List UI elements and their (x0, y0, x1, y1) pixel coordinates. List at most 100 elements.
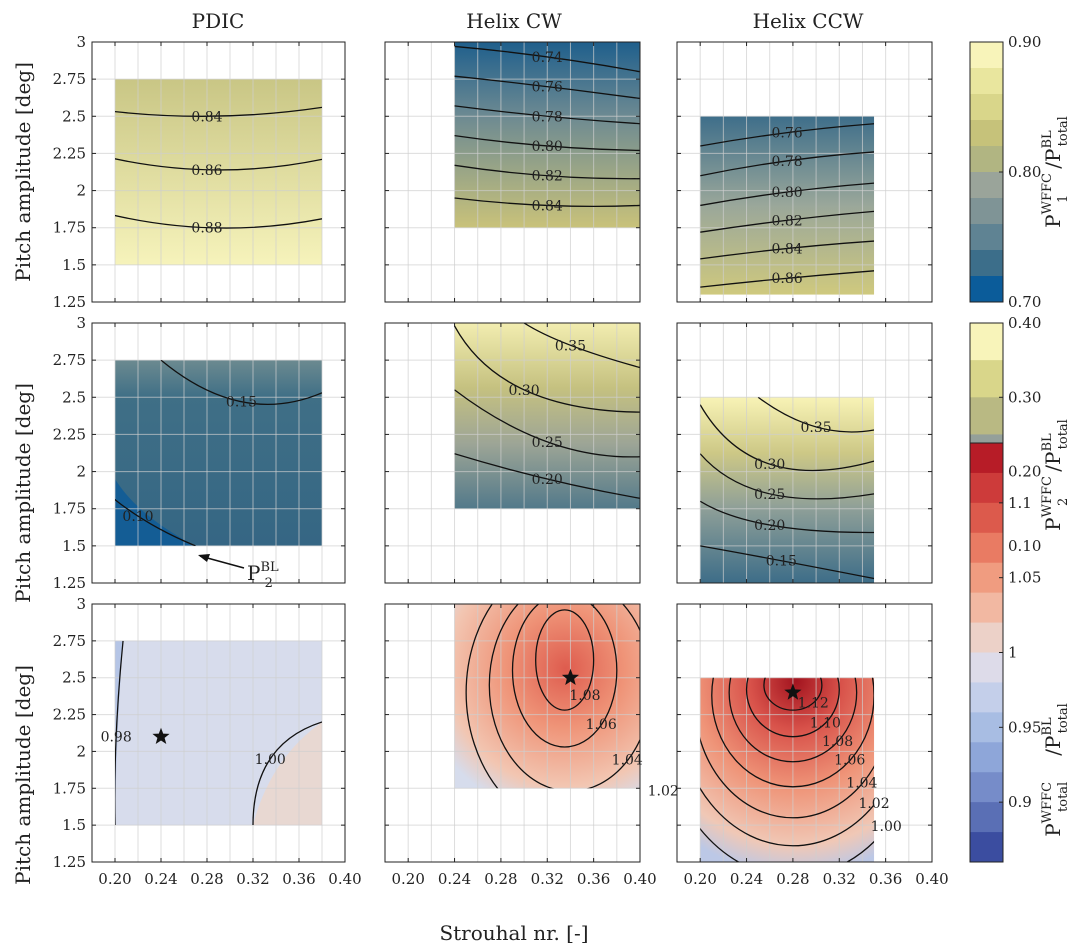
region-below-098 (115, 640, 124, 826)
colorbar-3: 1.1 1.05 1 0.95 0.9 (969, 442, 1041, 863)
contour-line (700, 151, 875, 177)
contours (115, 106, 322, 229)
contour-label: 0.78 (772, 154, 803, 170)
contours (700, 677, 875, 863)
y-tick-label: 3 (76, 314, 86, 332)
data-region (115, 79, 322, 265)
data-region (700, 116, 875, 295)
contour-line (115, 214, 322, 229)
contour-label: 1.08 (569, 688, 600, 704)
optimum-star (152, 727, 170, 744)
panel-p2-pdic: 0.15 0.10 3 2.75 2.5 2.25 2 1.75 1.5 1.25 (53, 314, 346, 592)
x-tick-label: 0.20 (683, 870, 716, 888)
svg-text:PWFFCtotal/PBLtotal: PWFFCtotal/PBLtotal (1040, 703, 1071, 837)
y-tick-label: 1.25 (53, 853, 86, 871)
axes-frame (676, 603, 933, 863)
contours (454, 323, 640, 499)
annotation-p2-bl: PBL 2 (198, 554, 279, 591)
x-tick-label: 0.32 (531, 870, 564, 888)
x-axis-label: Strouhal nr. [-] (439, 921, 588, 945)
data-region (115, 360, 322, 546)
panel-p2-helix-cw: 0.35 0.30 0.25 0.20 (384, 322, 641, 584)
colorbar-swatch (970, 622, 1003, 653)
colorbar-swatch (970, 562, 1003, 594)
colorbar-tick-label: 0.20 (1008, 463, 1041, 481)
colorbar-tick-label: 1 (1008, 644, 1018, 662)
y-tick-label: 2.5 (62, 107, 86, 125)
y-tick-label: 2.75 (53, 632, 86, 650)
contour-label: 0.74 (532, 50, 563, 66)
y-tick-label: 2.5 (62, 669, 86, 687)
y-tick-label: 3 (76, 595, 86, 613)
contour-line (115, 640, 124, 826)
contour-line (511, 604, 618, 748)
contour-line (700, 404, 875, 472)
colorbar-swatch (970, 397, 1003, 435)
contour-line (700, 787, 875, 847)
contour-line (454, 164, 640, 180)
y-tick-label: 1.75 (53, 500, 86, 518)
contour-line (454, 134, 640, 152)
x-tick-label: 0.40 (328, 870, 361, 888)
column-title-helix-ccw: Helix CCW (753, 9, 864, 33)
contour-label: 0.88 (191, 221, 222, 237)
colorbar-tick-label: 0.40 (1008, 314, 1041, 332)
contour-label: 1.02 (858, 796, 889, 812)
panel-p2-helix-ccw: 0.35 0.30 0.25 0.20 0.15 (676, 322, 933, 584)
contour-line (700, 500, 875, 534)
panel-ptotal-helix-cw: 1.08 1.06 1.04 1.02 0.20 0.24 0.28 0.32 0.36 0.40 (384, 603, 679, 888)
contours (115, 360, 322, 546)
data-region (700, 397, 875, 583)
colorbar-label-2: PWFFC2/PBLtotal (1040, 419, 1071, 531)
panel-p1-helix-cw: 0.74 0.76 0.78 0.80 0.82 0.84 (384, 41, 641, 303)
x-tick-label: 0.32 (236, 870, 269, 888)
y-tick-label: 2.75 (53, 70, 86, 88)
contour-label: 0.82 (772, 213, 803, 229)
colorbar-tick-label: 0.70 (1008, 293, 1041, 311)
contour-label: 0.20 (532, 472, 563, 488)
colorbar-swatch (970, 532, 1003, 564)
contour-line (488, 604, 640, 789)
contours (700, 397, 875, 580)
colorbar-swatch (970, 94, 1003, 121)
contour-line (160, 360, 322, 406)
contour-line (454, 197, 640, 207)
y-axis-label-row1: Pitch amplitude [deg] (11, 62, 35, 282)
y-tick-label: 1.5 (62, 256, 86, 274)
x-tick-label: 0.24 (730, 870, 763, 888)
x-tick-label: 0.28 (190, 870, 223, 888)
contour-line (454, 389, 640, 458)
panel-p1-pdic: 0.84 0.86 0.88 3 2.75 2.5 2.25 2 1.75 1.5 1.25 (53, 33, 346, 311)
contour-label: 0.30 (754, 457, 785, 473)
x-tick-label: 0.36 (282, 870, 315, 888)
x-tick-label: 0.20 (98, 870, 131, 888)
contour-line (700, 123, 875, 147)
contour-line (454, 105, 640, 125)
y-tick-label: 2.5 (62, 388, 86, 406)
optimum-star (561, 668, 579, 685)
colorbar-tick-label: 0.90 (1008, 33, 1041, 51)
contour-line (465, 604, 499, 789)
svg-text:PWFFC2/PBLtotal: PWFFC2/PBLtotal (1040, 419, 1071, 531)
colorbar-swatch (970, 802, 1003, 833)
contour-label: 1.10 (810, 716, 841, 732)
colorbar-swatch (970, 652, 1003, 683)
contour-label: 0.78 (532, 109, 563, 125)
colorbar-swatch (970, 276, 1003, 303)
colorbar-label-3: PWFFCtotal/PBLtotal (1040, 703, 1071, 837)
y-tick-label: 2 (76, 182, 86, 200)
contours (700, 123, 875, 288)
contour-line (728, 677, 858, 763)
contour-label: 0.76 (772, 126, 803, 142)
contour-line (700, 210, 875, 233)
contour-line (523, 323, 640, 369)
contour-line (757, 397, 875, 433)
axes-frame (676, 41, 933, 303)
colorbar-tick-label: 0.10 (1008, 537, 1041, 555)
svg-text:PWFFC1/PBLtotal: PWFFC1/PBLtotal (1040, 116, 1071, 228)
panel-p1-helix-ccw: 0.76 0.78 0.80 0.82 0.84 0.86 (676, 41, 933, 303)
contour-label: 1.00 (871, 819, 902, 835)
contour-label: 1.12 (798, 696, 829, 712)
data-region (700, 677, 875, 862)
y-tick-label: 2.25 (53, 144, 86, 162)
